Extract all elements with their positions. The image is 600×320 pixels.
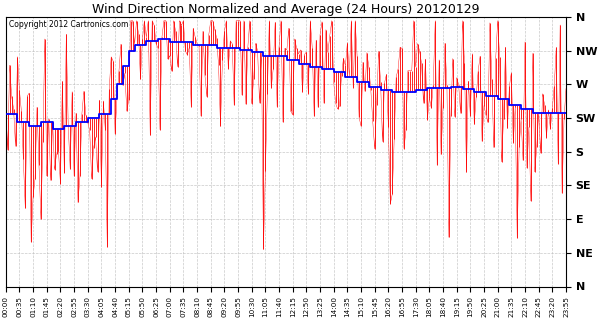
Title: Wind Direction Normalized and Average (24 Hours) 20120129: Wind Direction Normalized and Average (2…: [92, 3, 479, 16]
Text: Copyright 2012 Cartronics.com: Copyright 2012 Cartronics.com: [8, 20, 128, 29]
